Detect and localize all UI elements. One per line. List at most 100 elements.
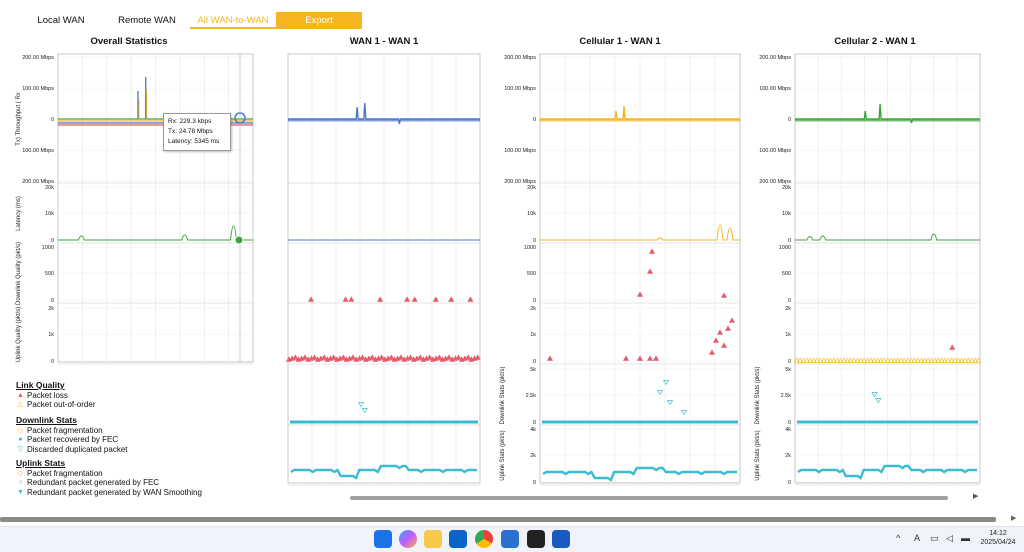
packet-loss-marker — [720, 292, 728, 298]
tab-remote-wan[interactable]: Remote WAN — [118, 15, 176, 26]
axis-tick-label: 2k — [785, 306, 791, 312]
triangle-down-icon: ▼ — [17, 488, 24, 496]
word-icon[interactable] — [552, 530, 570, 548]
windows-start-icon[interactable] — [374, 530, 392, 548]
legend-item: Packet out-of-order — [27, 400, 96, 410]
vscode-icon[interactable] — [501, 530, 519, 548]
chevron-up-icon[interactable]: ^ — [896, 533, 901, 543]
axis-tick-label: 0 — [788, 117, 791, 123]
volume-icon[interactable]: ◁ — [946, 533, 953, 543]
chart-tooltip: Rx: 229.3 kbps Tx: 24.78 Mbps Latency: 5… — [163, 113, 231, 151]
axis-tick-label: 5k — [785, 367, 791, 373]
packet-loss-marker — [712, 337, 720, 343]
out-of-order-marker — [962, 357, 969, 363]
out-of-order-marker — [904, 357, 911, 363]
circle-icon: ● — [18, 436, 23, 444]
axis-tick-label: 10k — [45, 211, 54, 217]
axis-tick-label: 200.00 Mbps — [22, 55, 54, 61]
panel-title-cellular2: Cellular 2 - WAN 1 — [834, 36, 916, 47]
export-button[interactable]: Export — [276, 12, 362, 29]
axis-tick-label: 500 — [782, 271, 791, 277]
packet-loss-marker — [301, 354, 308, 360]
clock-time: 14:12 — [989, 530, 1007, 537]
legend-heading: Uplink Stats — [16, 458, 66, 468]
packet-loss-marker — [546, 355, 554, 361]
axis-tick-label: 100.00 Mbps — [22, 86, 54, 92]
legend-heading: Downlink Stats — [16, 415, 77, 425]
legend-item: Packet fragmentation — [27, 425, 103, 435]
axis-tick-label: 1000 — [524, 245, 536, 251]
packet-loss-marker — [417, 354, 424, 360]
packet-loss-marker — [708, 349, 716, 355]
axis-tick-label: 5k — [530, 367, 536, 373]
axis-tick-label: 20k — [527, 185, 536, 191]
chrome-icon[interactable] — [475, 530, 493, 548]
axis-tick-label: 0 — [788, 359, 791, 365]
out-of-order-marker — [935, 357, 942, 363]
out-of-order-marker — [851, 357, 858, 363]
out-of-order-marker — [888, 357, 895, 363]
outlook-icon[interactable] — [449, 530, 467, 548]
axis-tick-label: 200.00 Mbps — [759, 179, 791, 185]
out-of-order-marker — [844, 357, 851, 363]
packet-loss-marker — [467, 296, 474, 302]
out-of-order-marker — [898, 357, 905, 363]
out-of-order-marker — [867, 357, 874, 363]
window-horizontal-scrollbar[interactable] — [0, 517, 996, 522]
axis-tick-label: 1000 — [42, 245, 54, 251]
out-of-order-marker — [921, 357, 928, 363]
tooltip-latency: Latency: 5345 ms — [168, 138, 220, 145]
out-of-order-marker — [972, 357, 979, 363]
axis-tick-label: 1000 — [779, 245, 791, 251]
wan-smoothing-line — [290, 464, 477, 480]
out-of-order-marker — [820, 357, 827, 363]
out-of-order-marker — [891, 357, 898, 363]
network-icon[interactable]: ▭ — [930, 533, 939, 543]
packet-loss-marker — [348, 296, 355, 302]
cellular2-latency-line — [795, 233, 980, 241]
overall-latency-line — [58, 225, 253, 241]
out-of-order-marker — [861, 357, 868, 363]
axis-tick-label: 0 — [533, 420, 536, 426]
axis-tick-label: 4k — [530, 427, 536, 433]
copilot-icon[interactable] — [399, 530, 417, 548]
battery-icon[interactable]: ▬ — [961, 533, 970, 543]
wan-smoothing-line — [797, 464, 977, 480]
tab-local-wan[interactable]: Local WAN — [37, 15, 85, 26]
out-of-order-marker — [854, 357, 861, 363]
scroll-right-icon[interactable]: ▶ — [1011, 515, 1017, 522]
tab-all-wan-to-wan[interactable]: All WAN-to-WAN — [190, 12, 276, 29]
packet-loss-marker — [407, 354, 414, 360]
axis-tick-label: 100.00 Mbps — [504, 86, 536, 92]
packet-loss-marker — [652, 355, 660, 361]
out-of-order-marker — [968, 357, 975, 363]
notion-icon[interactable] — [527, 530, 545, 548]
system-clock[interactable]: 14:12 2025/04/24 — [978, 529, 1018, 547]
scroll-right-icon[interactable]: ▶ — [973, 493, 979, 500]
out-of-order-marker — [941, 357, 948, 363]
out-of-order-marker — [881, 357, 888, 363]
axis-tick-label: 10k — [782, 211, 791, 217]
axis-tick-label: 0 — [533, 238, 536, 244]
axis-tick-label: 2.5k — [781, 393, 792, 399]
packet-loss-marker — [311, 354, 318, 360]
out-of-order-marker — [931, 357, 938, 363]
legend-item: Packet loss — [27, 390, 68, 400]
file-explorer-icon[interactable] — [424, 530, 442, 548]
axis-tick-label: 2.5k — [526, 393, 537, 399]
chart-horizontal-scrollbar[interactable] — [350, 496, 948, 500]
out-of-order-marker — [945, 357, 952, 363]
diamond-icon: ◇ — [17, 426, 24, 434]
out-of-order-marker — [834, 357, 841, 363]
out-of-order-marker — [908, 357, 915, 363]
axis-tick-label: 0 — [788, 420, 791, 426]
axis-title: Tx) Throughput ( Rx — [16, 92, 22, 146]
packet-loss-marker — [426, 354, 433, 360]
out-of-order-marker — [824, 357, 831, 363]
input-language-icon[interactable]: A — [914, 533, 921, 543]
axis-tick-label: 100.00 Mbps — [22, 148, 54, 154]
packet-loss-marker — [465, 354, 472, 360]
wan1-throughput-line — [288, 102, 480, 125]
out-of-order-marker — [810, 357, 817, 363]
panel-title-cellular1: Cellular 1 - WAN 1 — [579, 36, 661, 47]
